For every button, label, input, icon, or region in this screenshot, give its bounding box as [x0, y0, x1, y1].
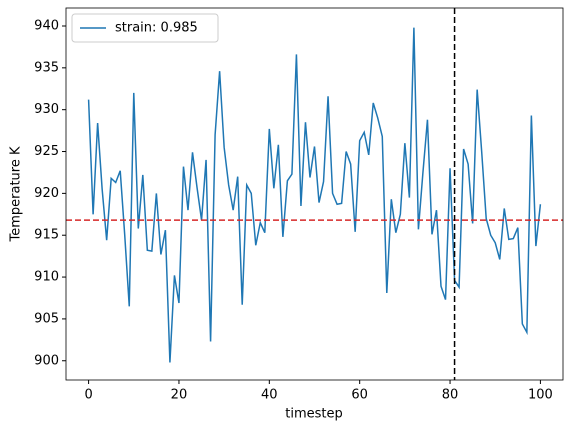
x-tick-label: 60 [351, 388, 368, 403]
x-tick-label: 20 [171, 388, 188, 403]
x-tick-label: 100 [528, 388, 553, 403]
y-axis-label: Temperature K [9, 146, 24, 242]
y-tick-label: 910 [34, 270, 59, 285]
y-tick-label: 925 [34, 144, 59, 159]
x-tick-label: 40 [261, 388, 278, 403]
y-tick-label: 930 [34, 102, 59, 117]
x-axis-label: timestep [285, 407, 343, 422]
x-tick-label: 0 [84, 388, 92, 403]
plot-frame [65, 7, 564, 381]
y-tick-label: 940 [34, 18, 59, 33]
y-tick-label: 905 [34, 311, 59, 326]
line-series [87, 27, 542, 363]
x-tick-label: 80 [442, 388, 459, 403]
y-tick-label: 915 [34, 228, 59, 243]
y-tick-label: 920 [34, 186, 59, 201]
legend-box [71, 13, 219, 43]
legend-label: strain: 0.985 [115, 21, 198, 36]
y-tick-label: 900 [34, 353, 59, 368]
y-tick-label: 935 [34, 60, 59, 75]
